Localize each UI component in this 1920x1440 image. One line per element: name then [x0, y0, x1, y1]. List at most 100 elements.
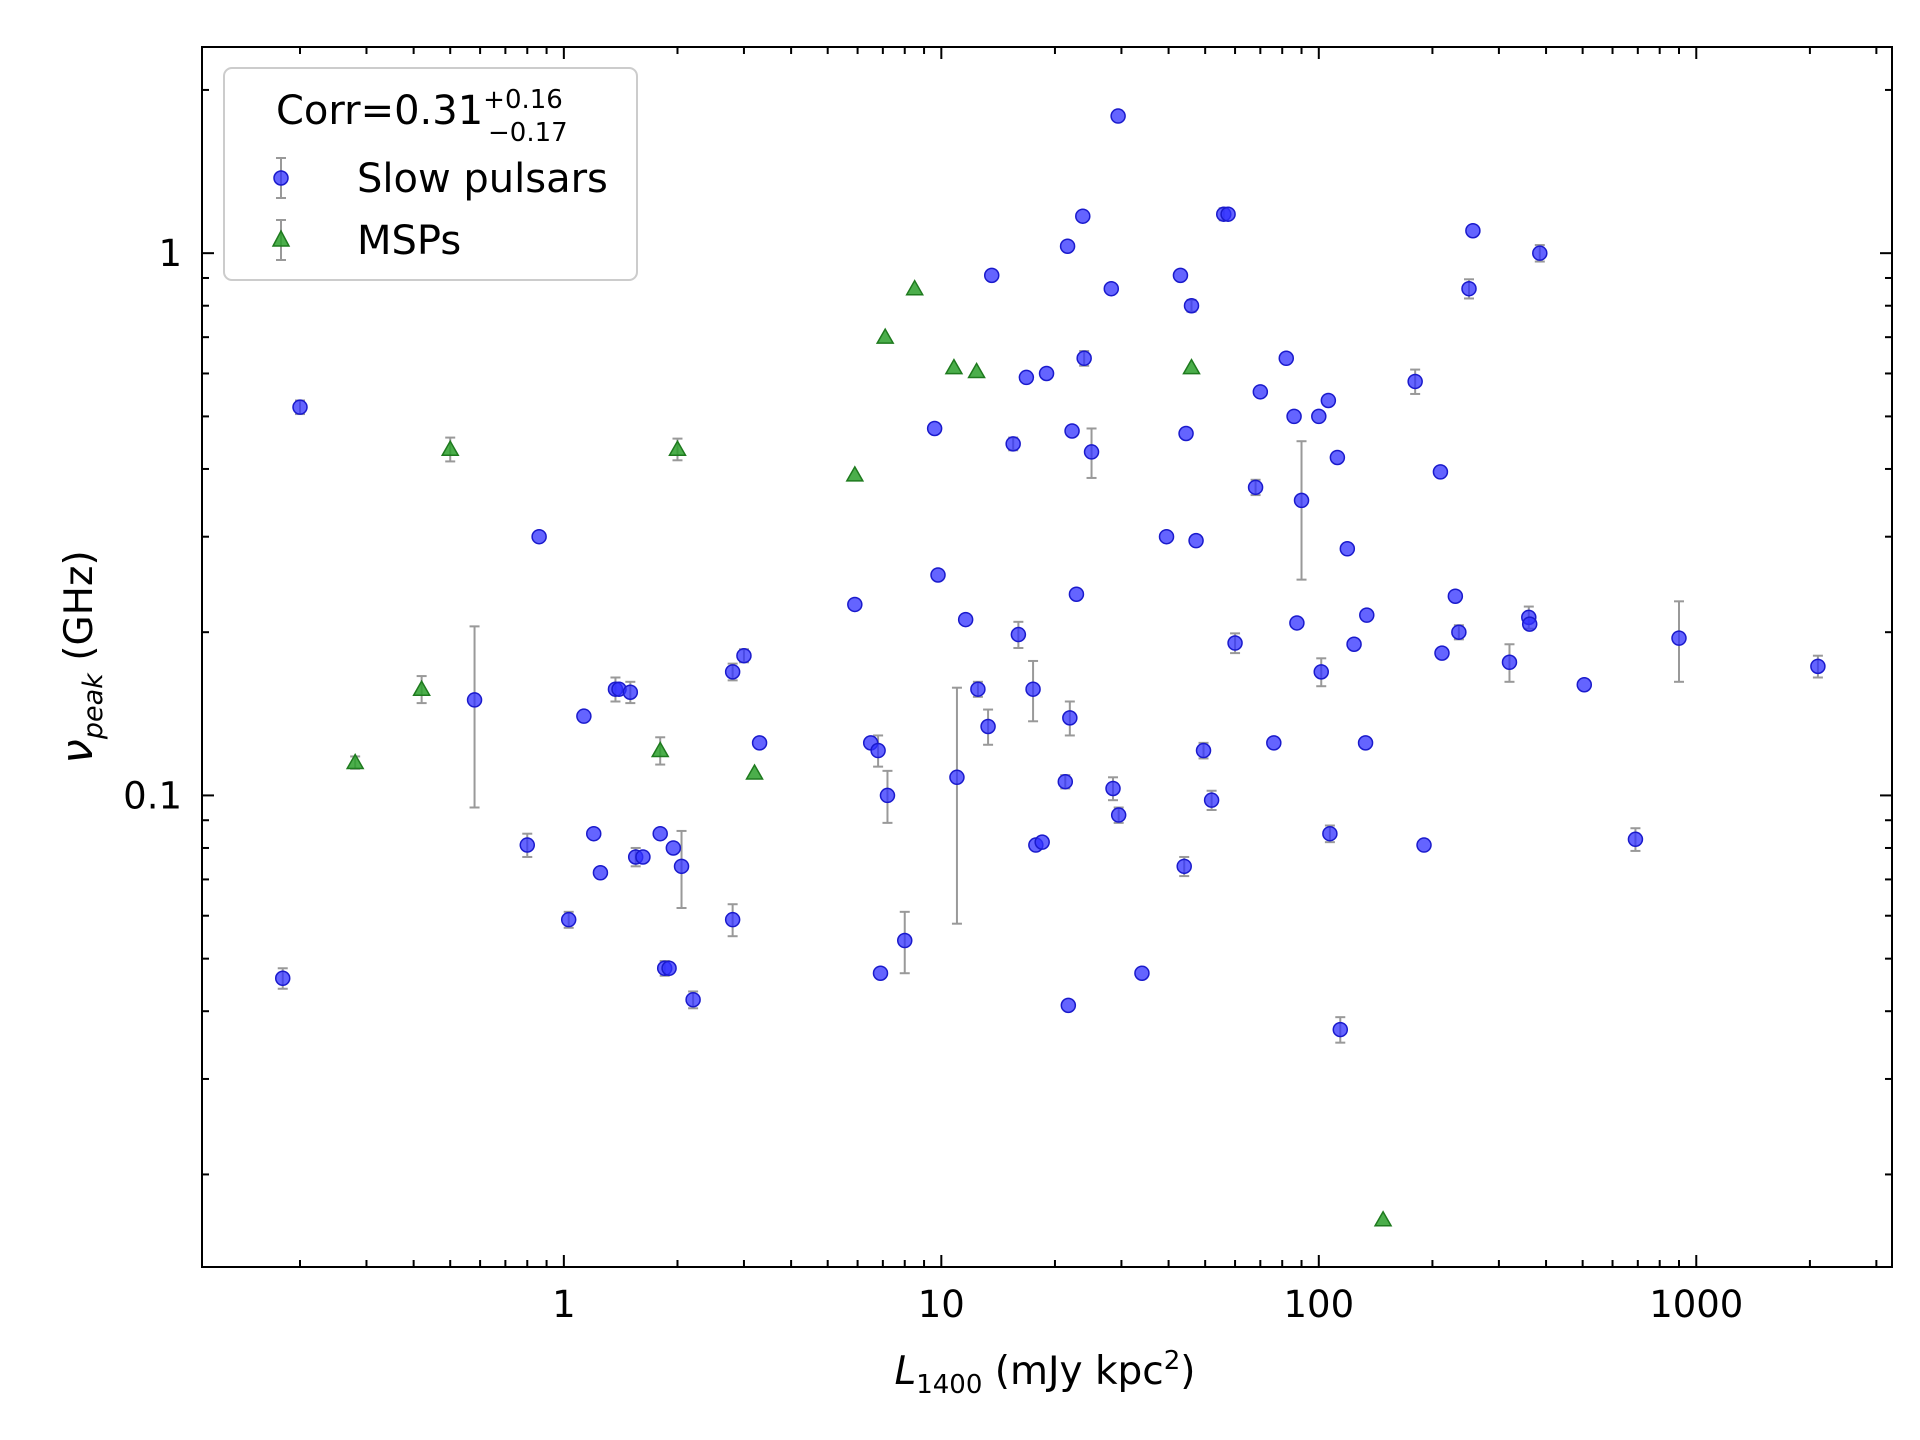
- slow-pulsar-point: [1339, 541, 1356, 557]
- x-tick-label: 1: [552, 1283, 576, 1326]
- slow-pulsar-point: [1322, 825, 1338, 842]
- slow-pulsar-point: [1010, 626, 1027, 643]
- slow-pulsar-point: [622, 684, 639, 700]
- slow-pulsar-point: [879, 787, 896, 804]
- legend-slow-marker: [273, 170, 289, 186]
- slow-pulsar-point: [1359, 607, 1375, 623]
- legend-slow-label: Slow pulsars: [357, 156, 608, 202]
- slow-pulsar-point: [1671, 630, 1687, 646]
- slow-pulsar-point: [1059, 238, 1076, 254]
- x-tick-label: 10: [918, 1283, 965, 1326]
- slow-pulsar-point: [1447, 588, 1464, 604]
- slow-pulsar-point: [724, 664, 741, 680]
- plot-frame: [201, 46, 1893, 1268]
- slow-pulsar-point: [1247, 479, 1264, 496]
- slow-pulsar-point: [1076, 350, 1092, 367]
- slow-pulsar-point: [466, 692, 483, 708]
- slow-pulsar-point: [1346, 636, 1362, 653]
- legend-box: [223, 67, 638, 281]
- msp-point: [875, 327, 895, 344]
- slow-pulsar-point: [926, 420, 943, 437]
- slow-pulsar-point: [1434, 645, 1450, 661]
- slow-pulsar-point: [1320, 392, 1337, 409]
- slow-pulsar-point: [1329, 449, 1346, 466]
- slow-pulsar-point: [1110, 807, 1127, 823]
- slow-pulsar-point: [585, 825, 602, 842]
- slow-pulsar-point: [724, 911, 741, 928]
- slow-pulsar-point: [1501, 654, 1518, 671]
- slow-pulsar-point: [1134, 965, 1150, 981]
- slow-pulsar-point: [1416, 837, 1432, 853]
- slow-pulsar-point: [1332, 1021, 1349, 1038]
- msp-point: [845, 465, 865, 482]
- slow-pulsar-point: [1188, 532, 1204, 549]
- slow-pulsar-point: [1465, 222, 1481, 239]
- slow-pulsar-point: [751, 735, 768, 751]
- slow-pulsar-point: [1532, 245, 1548, 261]
- slow-pulsar-point: [1064, 423, 1080, 439]
- msp-point: [745, 763, 764, 780]
- slow-pulsar-point: [1034, 834, 1050, 850]
- y-tick-label: 1: [158, 232, 182, 275]
- legend: Corr=0.31+0.16 −0.17 Slow pulsars MSPs: [223, 67, 638, 281]
- error-bar: [469, 625, 480, 809]
- slow-pulsar-point: [673, 858, 690, 875]
- msp-point: [345, 752, 365, 770]
- slow-pulsar-point: [1357, 735, 1374, 751]
- slow-pulsar-point: [1068, 586, 1085, 602]
- slow-pulsar-point: [1293, 492, 1310, 509]
- slow-pulsar-point: [1311, 408, 1327, 425]
- msp-point: [1373, 1210, 1393, 1227]
- slow-pulsar-point: [1176, 858, 1192, 875]
- msp-point: [967, 362, 986, 379]
- slow-pulsar-point: [930, 567, 946, 583]
- x-axis-label: L1400 (mJy kpc2): [894, 1346, 1195, 1400]
- slow-pulsar-point: [1432, 464, 1449, 480]
- slow-pulsar-point: [949, 769, 965, 786]
- y-axis-label: νpeak (GHz): [52, 550, 109, 763]
- slow-pulsar-point: [685, 991, 701, 1008]
- slow-pulsar-point: [665, 840, 682, 856]
- slow-pulsar-point: [1220, 206, 1236, 222]
- slow-pulsar-point: [1266, 735, 1282, 751]
- slow-pulsar-point: [1183, 297, 1200, 314]
- slow-pulsar-point: [652, 825, 668, 842]
- slow-pulsar-point: [1060, 997, 1077, 1014]
- slow-pulsar-point: [1227, 635, 1243, 651]
- slow-pulsar-point: [1286, 408, 1302, 425]
- slow-pulsar-point: [661, 960, 677, 977]
- slow-pulsar-point: [292, 399, 308, 415]
- slow-pulsar-point: [1038, 365, 1055, 382]
- slow-pulsar-point: [1083, 444, 1100, 460]
- x-tick-label: 100: [1283, 1283, 1354, 1326]
- slow-pulsar-point: [1627, 831, 1644, 848]
- slow-pulsar-point: [1407, 373, 1423, 390]
- slow-pulsar-point: [1289, 615, 1305, 631]
- slow-pulsar-point: [1025, 681, 1041, 697]
- slow-pulsar-point: [1110, 108, 1126, 124]
- slow-pulsar-point: [1451, 624, 1467, 640]
- slow-pulsar-point: [274, 970, 291, 987]
- slow-pulsar-point: [1278, 350, 1295, 367]
- slow-pulsar-point: [519, 837, 536, 853]
- slow-pulsar-point: [957, 611, 974, 628]
- slow-pulsar-point: [1576, 676, 1593, 693]
- slow-pulsar-point: [592, 865, 609, 881]
- slow-pulsar-point: [1062, 710, 1078, 726]
- slow-pulsar-point: [1103, 280, 1120, 297]
- legend-title: Corr=0.31+0.16 −0.17: [276, 85, 568, 148]
- slow-pulsar-point: [1005, 436, 1021, 452]
- slow-pulsar-point: [872, 965, 889, 981]
- legend-msp-label: MSPs: [357, 218, 461, 264]
- data-points: [274, 108, 1826, 1227]
- slow-pulsar-point: [1178, 425, 1194, 442]
- slow-pulsar-point: [576, 708, 592, 724]
- slow-pulsar-point: [970, 681, 986, 697]
- slow-pulsar-point: [1172, 267, 1189, 284]
- slow-pulsar-point: [896, 932, 913, 949]
- slow-pulsar-point: [1195, 742, 1212, 759]
- slow-pulsar-point: [1461, 280, 1477, 297]
- slow-pulsar-point: [531, 528, 547, 545]
- msp-point: [650, 741, 670, 758]
